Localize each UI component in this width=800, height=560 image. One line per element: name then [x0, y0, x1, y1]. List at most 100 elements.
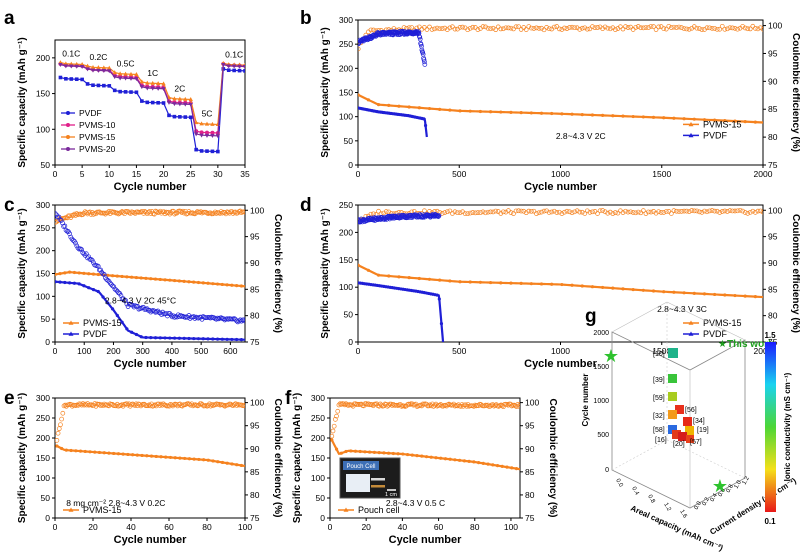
data-point [145, 86, 150, 91]
y-tick-label: 0 [45, 337, 50, 347]
ce-point [521, 208, 527, 214]
capacity-point [149, 454, 154, 458]
y2-tick-label: 75 [768, 160, 778, 170]
data-point [237, 64, 242, 69]
ce-point [504, 402, 510, 407]
ce-point [686, 26, 692, 32]
data-point [134, 77, 139, 82]
ce-point [549, 209, 555, 215]
ce-point [472, 210, 478, 216]
capacity-point [427, 106, 432, 111]
capacity-point [682, 291, 686, 295]
capacity-point [239, 463, 244, 468]
ce-point [483, 210, 488, 216]
ce-point [574, 208, 580, 214]
ce-point [554, 24, 560, 29]
capacity-point [58, 280, 62, 284]
y-tick-label: 250 [36, 223, 50, 233]
ce-point [496, 403, 502, 409]
ce-point [567, 209, 572, 215]
x-tick-label: 20 [361, 522, 371, 532]
ce-point [83, 251, 89, 257]
ce-point [661, 210, 667, 215]
ce-point [409, 401, 415, 407]
capacity-point [713, 118, 717, 122]
capacity-point [415, 454, 419, 458]
data-point [145, 100, 150, 105]
data-point [204, 133, 210, 138]
ce-point [436, 213, 442, 218]
ce-point [434, 25, 440, 31]
ce-point [368, 27, 374, 33]
y2-tick-label: 100 [768, 205, 782, 215]
capacity-point [97, 450, 102, 455]
ce-point [239, 210, 244, 215]
x-tick-label: 15 [132, 169, 142, 179]
ce-point [58, 218, 64, 223]
legend-label: PVMS-20 [79, 144, 116, 154]
ce-point [528, 208, 534, 214]
ce-point [442, 210, 448, 215]
ce-point [70, 213, 76, 218]
x-tick: 0.8 [646, 494, 656, 505]
legend-marker [66, 147, 70, 151]
capacity-point [580, 284, 584, 288]
ce-point [740, 24, 745, 29]
capacity-point [692, 117, 696, 121]
ce-point [689, 208, 695, 213]
data-point [188, 115, 193, 120]
ce-point [668, 25, 674, 30]
capacity-point [427, 277, 432, 281]
capacity-point [134, 275, 139, 280]
x-axis-label: Cycle number [114, 534, 187, 546]
ce-point [582, 25, 588, 31]
tab-icon [371, 485, 385, 488]
capacity-point [192, 280, 196, 284]
ce-point [600, 208, 605, 213]
capacity-point [376, 273, 381, 277]
ce-point [91, 260, 96, 266]
capacity-point [672, 116, 676, 120]
ce-point [124, 401, 130, 407]
capacity-point [439, 456, 443, 460]
ce-point [470, 210, 476, 215]
panel-letter-d: d [300, 195, 312, 216]
data-point [69, 64, 74, 69]
capacity-point [443, 457, 448, 461]
x-tick: 0.0 [614, 478, 624, 489]
ce-point [180, 313, 186, 319]
ce-point [330, 428, 336, 434]
y-tick-label: 150 [36, 269, 50, 279]
capacity-point [601, 113, 605, 117]
ce-point [539, 209, 544, 215]
capacity-point [235, 463, 239, 467]
ce-point [437, 209, 443, 215]
ce-point [231, 316, 237, 321]
y-tick: 1.2 [742, 475, 752, 486]
ref-label: [16] [655, 437, 667, 444]
ce-point [528, 25, 534, 31]
capacity-point [158, 277, 162, 282]
capacity-point [55, 272, 57, 277]
data-point [85, 82, 90, 86]
condition-text: 2.8~4.3 V 2C [556, 131, 606, 141]
ce-point [697, 209, 702, 215]
z-tick: 1000 [593, 398, 609, 405]
x-tick-label: 1000 [551, 346, 570, 356]
capacity-point [468, 280, 472, 284]
ce-point [508, 210, 514, 215]
ce-point [620, 26, 626, 32]
capacity-point [83, 449, 87, 454]
ce-point [432, 26, 437, 32]
ce-point [612, 27, 618, 32]
data-point [178, 115, 182, 119]
capacity-point [339, 451, 343, 455]
y2-tick-label: 85 [525, 467, 535, 477]
ce-point [674, 25, 679, 30]
ce-point [72, 211, 77, 217]
ce-point [605, 210, 611, 216]
ce-point [572, 25, 577, 31]
x-tick-label: 0 [53, 346, 58, 356]
capacity-point [216, 460, 220, 464]
legend-label: PVDF [703, 130, 728, 140]
